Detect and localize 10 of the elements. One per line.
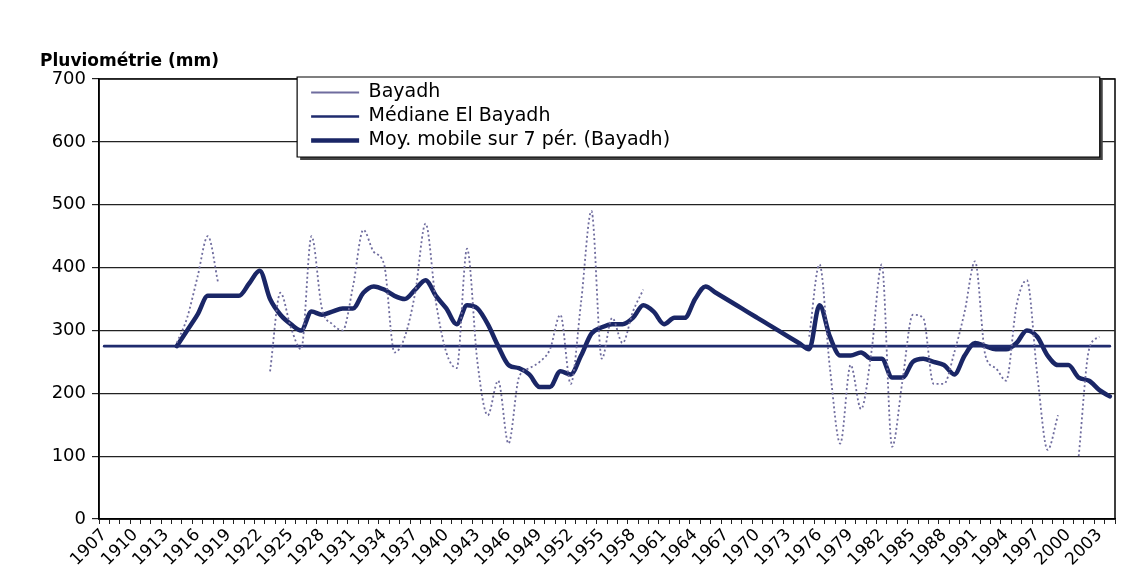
y-tick-label: 600 — [51, 129, 86, 151]
y-tick-label: 0 — [74, 506, 86, 528]
y-tick-label: 300 — [51, 318, 86, 340]
y-tick-label: 100 — [51, 443, 86, 465]
y-tick-label: 500 — [51, 192, 86, 214]
legend-label: Médiane El Bayadh — [368, 103, 551, 126]
legend-label: Bayadh — [368, 79, 441, 102]
y-tick-label: 400 — [51, 255, 86, 277]
legend-label: Moy. mobile sur 7 pér. (Bayadh) — [368, 127, 671, 150]
y-tick-label: 200 — [51, 380, 86, 402]
